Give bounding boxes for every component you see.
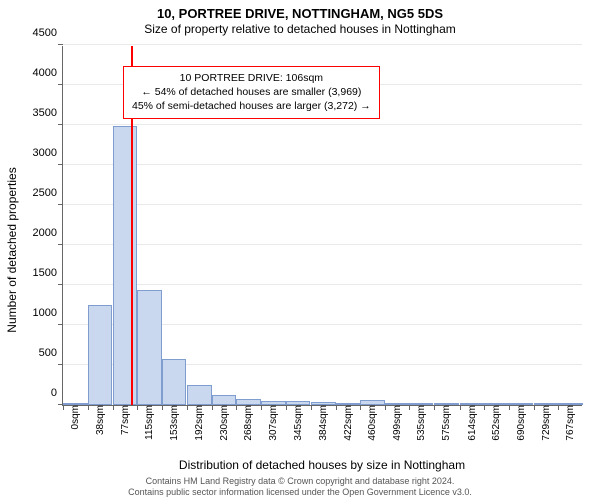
x-tick-label: 690sqm bbox=[514, 405, 527, 441]
gridline bbox=[63, 164, 582, 165]
gridline bbox=[63, 284, 582, 285]
x-tick-mark bbox=[509, 405, 510, 410]
y-tick-mark bbox=[58, 204, 63, 205]
x-tick-label: 0sqm bbox=[68, 405, 81, 429]
y-tick-mark bbox=[58, 284, 63, 285]
x-tick-label: 535sqm bbox=[414, 405, 427, 441]
histogram-bar bbox=[187, 385, 212, 405]
x-tick-mark bbox=[286, 405, 287, 410]
histogram-bar bbox=[162, 359, 187, 405]
x-tick-label: 115sqm bbox=[142, 405, 155, 440]
x-tick-mark bbox=[434, 405, 435, 410]
x-axis-label: Distribution of detached houses by size … bbox=[62, 458, 582, 472]
x-tick-label: 575sqm bbox=[439, 405, 452, 441]
histogram-bar bbox=[137, 290, 162, 405]
y-tick-label: 1000 bbox=[33, 307, 63, 319]
x-tick-mark bbox=[460, 405, 461, 410]
x-tick-mark bbox=[409, 405, 410, 410]
x-tick-mark bbox=[63, 405, 64, 410]
x-tick-label: 153sqm bbox=[167, 405, 180, 441]
x-tick-label: 384sqm bbox=[316, 405, 329, 441]
x-tick-mark bbox=[212, 405, 213, 410]
x-tick-label: 192sqm bbox=[192, 405, 205, 441]
y-tick-label: 3500 bbox=[33, 107, 63, 119]
x-tick-label: 499sqm bbox=[390, 405, 403, 441]
histogram-bar bbox=[113, 126, 138, 405]
y-tick-mark bbox=[58, 44, 63, 45]
annotation-line: 10 PORTREE DRIVE: 106sqm bbox=[132, 71, 371, 85]
x-tick-mark bbox=[162, 405, 163, 410]
y-tick-label: 1500 bbox=[33, 267, 63, 279]
x-tick-label: 767sqm bbox=[563, 405, 576, 441]
x-tick-mark bbox=[137, 405, 138, 410]
x-tick-mark bbox=[187, 405, 188, 410]
x-tick-mark bbox=[336, 405, 337, 410]
x-tick-label: 614sqm bbox=[465, 405, 478, 441]
y-axis-label: Number of detached properties bbox=[5, 167, 19, 332]
histogram-bar bbox=[88, 305, 113, 405]
footer-line2: Contains public sector information licen… bbox=[128, 487, 472, 497]
x-tick-mark bbox=[236, 405, 237, 410]
x-tick-mark bbox=[484, 405, 485, 410]
x-tick-mark bbox=[360, 405, 361, 410]
chart-title-line2: Size of property relative to detached ho… bbox=[0, 22, 600, 36]
annotation-box: 10 PORTREE DRIVE: 106sqm← 54% of detache… bbox=[123, 66, 380, 119]
y-tick-label: 4000 bbox=[33, 67, 63, 79]
x-tick-label: 307sqm bbox=[266, 405, 279, 441]
y-tick-mark bbox=[58, 244, 63, 245]
y-tick-mark bbox=[58, 324, 63, 325]
annotation-line: ← 54% of detached houses are smaller (3,… bbox=[132, 85, 371, 99]
x-tick-mark bbox=[311, 405, 312, 410]
gridline bbox=[63, 124, 582, 125]
y-tick-label: 3000 bbox=[33, 147, 63, 159]
chart-footer: Contains HM Land Registry data © Crown c… bbox=[0, 476, 600, 498]
x-tick-mark bbox=[385, 405, 386, 410]
y-tick-mark bbox=[58, 364, 63, 365]
x-tick-mark bbox=[534, 405, 535, 410]
plot-area: 0500100015002000250030003500400045000sqm… bbox=[62, 46, 582, 406]
x-tick-mark bbox=[88, 405, 89, 410]
footer-line1: Contains HM Land Registry data © Crown c… bbox=[146, 476, 455, 486]
chart-title-line1: 10, PORTREE DRIVE, NOTTINGHAM, NG5 5DS bbox=[0, 6, 600, 21]
histogram-chart: 10, PORTREE DRIVE, NOTTINGHAM, NG5 5DS S… bbox=[0, 0, 600, 500]
y-tick-label: 4500 bbox=[33, 27, 63, 39]
y-tick-mark bbox=[58, 84, 63, 85]
y-tick-label: 500 bbox=[39, 347, 63, 359]
gridline bbox=[63, 244, 582, 245]
x-tick-mark bbox=[113, 405, 114, 410]
x-tick-label: 345sqm bbox=[291, 405, 304, 441]
x-tick-label: 77sqm bbox=[118, 405, 131, 435]
y-tick-label: 0 bbox=[51, 387, 63, 399]
x-tick-label: 729sqm bbox=[539, 405, 552, 441]
x-tick-label: 230sqm bbox=[217, 405, 230, 441]
x-tick-mark bbox=[261, 405, 262, 410]
y-tick-label: 2500 bbox=[33, 187, 63, 199]
x-tick-label: 38sqm bbox=[93, 405, 106, 435]
y-tick-label: 2000 bbox=[33, 227, 63, 239]
x-tick-label: 422sqm bbox=[341, 405, 354, 441]
gridline bbox=[63, 44, 582, 45]
x-tick-label: 652sqm bbox=[489, 405, 502, 441]
gridline bbox=[63, 204, 582, 205]
x-tick-label: 460sqm bbox=[365, 405, 378, 441]
y-tick-mark bbox=[58, 124, 63, 125]
y-tick-mark bbox=[58, 164, 63, 165]
x-tick-label: 268sqm bbox=[241, 405, 254, 441]
annotation-line: 45% of semi-detached houses are larger (… bbox=[132, 99, 371, 113]
x-tick-mark bbox=[558, 405, 559, 410]
histogram-bar bbox=[212, 395, 237, 405]
